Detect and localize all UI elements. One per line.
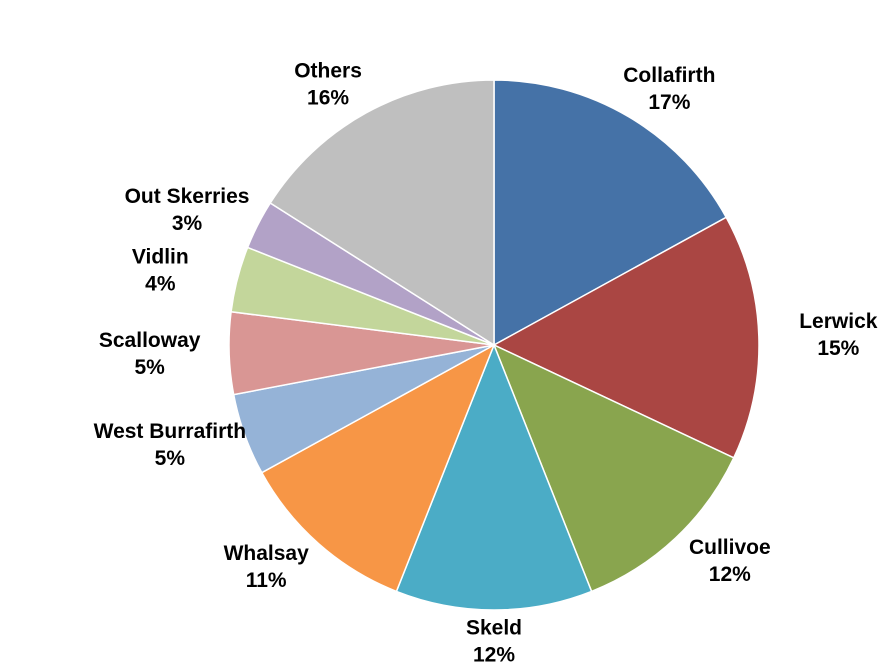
- slice-label: Lerwick: [799, 310, 878, 333]
- pie-slice: [395, 342, 593, 611]
- slice-value-label: 16%: [307, 86, 349, 109]
- slice-value-label: 12%: [473, 643, 515, 666]
- slice-value-label: 17%: [648, 91, 690, 114]
- pie-slice: [493, 79, 728, 347]
- slice-value-label: 5%: [155, 447, 186, 470]
- pie-slice: [492, 216, 760, 459]
- slice-label: Others: [294, 59, 362, 82]
- slice-value-label: 12%: [709, 563, 751, 586]
- slice-label: Collafirth: [623, 64, 715, 87]
- slice-label: Out Skerries: [125, 185, 250, 208]
- pie-slice: [269, 79, 495, 347]
- slice-label: Skeld: [466, 616, 522, 639]
- slice-label: Cullivoe: [689, 536, 771, 559]
- slice-label: Scalloway: [99, 329, 201, 352]
- slice-value-label: 11%: [246, 569, 287, 592]
- pie-slice: [492, 343, 735, 593]
- slice-value-label: 5%: [134, 356, 165, 379]
- slice-label: Vidlin: [132, 246, 189, 269]
- pie-slice: [260, 343, 496, 593]
- slice-label: Whalsay: [224, 542, 310, 565]
- slice-value-label: 4%: [145, 273, 176, 296]
- slice-value-label: 15%: [817, 337, 859, 360]
- slice-value-label: 3%: [172, 212, 203, 235]
- slice-label: West Burrafirth: [94, 420, 246, 443]
